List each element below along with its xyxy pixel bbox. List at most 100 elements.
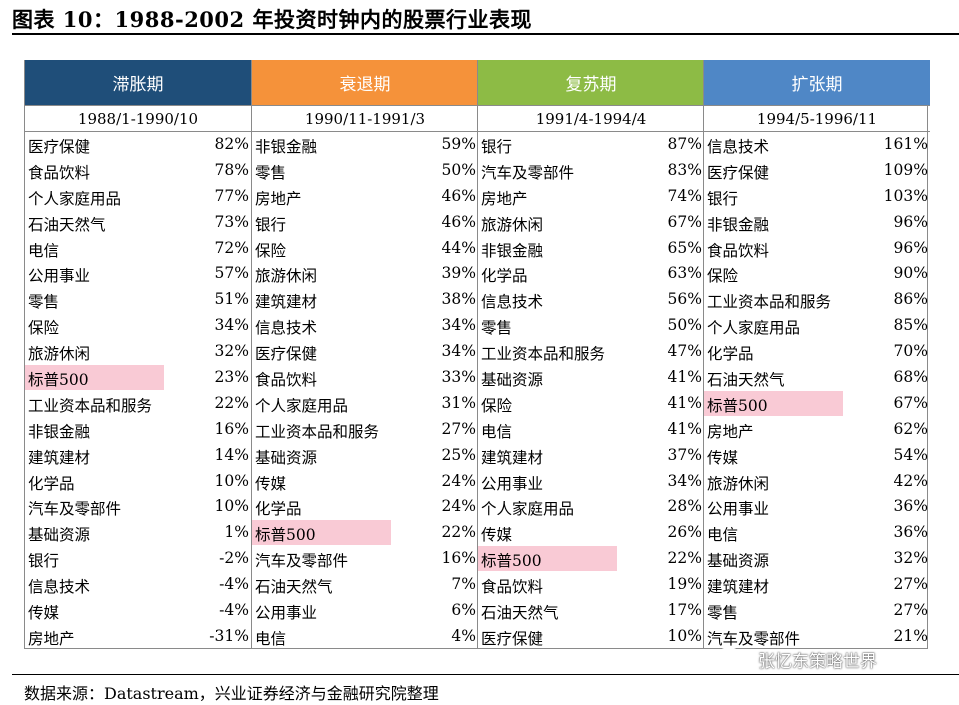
figure-title: 图表 10：1988-2002 年投资时钟内的股票行业表现 bbox=[12, 7, 532, 32]
sector-return: 6% bbox=[451, 601, 476, 620]
sector-name: 医疗保健 bbox=[28, 138, 91, 156]
table-row: 零售 27% bbox=[704, 598, 930, 624]
sector-return: 90% bbox=[893, 264, 928, 283]
sector-name: 零售 bbox=[255, 163, 287, 182]
sector-return: 57% bbox=[214, 264, 249, 283]
table-row: 化学品 10% bbox=[25, 469, 251, 495]
sector-name: 零售 bbox=[28, 293, 60, 312]
sector-name: 汽车及零部件 bbox=[481, 163, 575, 182]
sector-name: 建筑建材 bbox=[255, 293, 318, 312]
table-row: 信息技术 56% bbox=[478, 287, 704, 313]
benchmark-highlight bbox=[478, 546, 617, 572]
table-row: 食品饮料 78% bbox=[25, 158, 251, 184]
benchmark-highlight bbox=[704, 390, 843, 416]
table-row: 信息技术 -4% bbox=[25, 572, 251, 598]
sector-name: 传媒 bbox=[28, 604, 60, 623]
phase-header: 扩张期 bbox=[704, 60, 930, 105]
sector-return: 21% bbox=[893, 626, 928, 645]
table-row: 基础资源 1% bbox=[25, 520, 251, 546]
sector-name: 医疗保健 bbox=[255, 345, 318, 364]
table-row: 电信 4% bbox=[252, 624, 478, 650]
sector-return: 85% bbox=[893, 316, 928, 335]
sector-return: 36% bbox=[893, 497, 928, 516]
table-row: 银行 -2% bbox=[25, 546, 251, 572]
sector-return: 42% bbox=[893, 471, 928, 490]
table-row: 化学品 63% bbox=[478, 261, 704, 287]
sector-name: 建筑建材 bbox=[481, 448, 544, 467]
table-row: 旅游休闲 67% bbox=[478, 210, 704, 236]
table-row: 保险 34% bbox=[25, 313, 251, 339]
table-row: 房地产 -31% bbox=[25, 624, 251, 650]
table-row: 医疗保健 82% bbox=[25, 132, 251, 158]
sector-name: 电信 bbox=[481, 422, 513, 441]
column-expansion: 扩张期 1994/5-1996/11 信息技术 161% 医疗保健 109% 银行 103% 非… bbox=[703, 60, 930, 648]
sector-name: 个人家庭用品 bbox=[481, 500, 575, 519]
sector-name: 石油天然气 bbox=[255, 578, 333, 597]
sector-return: 87% bbox=[667, 135, 702, 153]
table-row: 传媒 24% bbox=[252, 469, 478, 495]
table-row: 银行 87% bbox=[478, 132, 704, 158]
table-row: 基础资源 32% bbox=[704, 546, 930, 572]
sector-name: 化学品 bbox=[707, 345, 754, 364]
table-row: 信息技术 34% bbox=[252, 313, 478, 339]
sector-return: -31% bbox=[209, 626, 249, 645]
sector-return: 38% bbox=[441, 290, 476, 309]
sector-return: 161% bbox=[883, 135, 928, 153]
table-row: 银行 46% bbox=[252, 210, 478, 236]
table-row: 标普500 67% bbox=[704, 390, 930, 417]
table-row: 非银金融 59% bbox=[252, 132, 478, 158]
table-row: 石油天然气 7% bbox=[252, 572, 478, 598]
sector-name: 信息技术 bbox=[707, 138, 770, 156]
sector-return: 4% bbox=[451, 626, 476, 645]
sector-name: 银行 bbox=[707, 189, 739, 208]
sector-name: 保险 bbox=[707, 267, 739, 286]
sector-return: 54% bbox=[893, 445, 928, 464]
sector-name: 电信 bbox=[255, 629, 287, 648]
table-row: 保险 90% bbox=[704, 261, 930, 287]
sector-return: 51% bbox=[214, 290, 249, 309]
sector-name: 石油天然气 bbox=[28, 215, 106, 234]
sector-name: 汽车及零部件 bbox=[255, 552, 349, 571]
sector-return: 32% bbox=[214, 342, 249, 361]
sector-name: 个人家庭用品 bbox=[707, 319, 801, 338]
table-row: 旅游休闲 32% bbox=[25, 339, 251, 365]
sector-name: 房地产 bbox=[255, 189, 302, 208]
sector-name: 化学品 bbox=[255, 500, 302, 519]
table-row: 化学品 70% bbox=[704, 339, 930, 365]
data-source-note: 数据来源：Datastream，兴业证券经济与金融研究院整理 bbox=[24, 684, 439, 703]
table-row: 石油天然气 68% bbox=[704, 365, 930, 391]
sector-name: 个人家庭用品 bbox=[28, 189, 122, 208]
sector-name: 保险 bbox=[28, 319, 60, 338]
table-row: 个人家庭用品 77% bbox=[25, 184, 251, 210]
column-recession: 衰退期 1990/11-1991/3 非银金融 59% 零售 50% 房地产 46% 银行 46%… bbox=[251, 60, 478, 648]
sector-return: 24% bbox=[441, 471, 476, 490]
benchmark-highlight bbox=[25, 365, 164, 391]
sector-return: 56% bbox=[667, 290, 702, 309]
sector-return: 41% bbox=[667, 393, 702, 412]
table-row: 保险 44% bbox=[252, 236, 478, 262]
sector-name: 房地产 bbox=[481, 189, 528, 208]
title-divider bbox=[12, 33, 959, 35]
sector-name: 化学品 bbox=[481, 267, 528, 286]
sector-return: 22% bbox=[441, 523, 476, 542]
sector-name: 房地产 bbox=[28, 629, 75, 648]
sector-name: 电信 bbox=[28, 241, 60, 260]
sector-return: 25% bbox=[441, 445, 476, 464]
sector-name: 基础资源 bbox=[481, 371, 544, 390]
sector-return: 65% bbox=[667, 238, 702, 257]
sector-return: 109% bbox=[883, 160, 928, 179]
sector-name: 非银金融 bbox=[707, 215, 770, 234]
table-row: 建筑建材 37% bbox=[478, 443, 704, 469]
table-row: 旅游休闲 42% bbox=[704, 469, 930, 495]
table-row: 个人家庭用品 85% bbox=[704, 313, 930, 339]
table-row: 石油天然气 17% bbox=[478, 598, 704, 624]
sector-return: 74% bbox=[667, 186, 702, 205]
sector-name: 旅游休闲 bbox=[255, 267, 318, 286]
table-row: 电信 41% bbox=[478, 417, 704, 443]
sector-return: 39% bbox=[441, 264, 476, 283]
sector-name: 银行 bbox=[28, 552, 60, 571]
sector-return: 44% bbox=[441, 238, 476, 257]
sector-return: 28% bbox=[667, 497, 702, 516]
watermark: 张忆东策略世界 bbox=[716, 646, 877, 672]
sector-return: 103% bbox=[883, 186, 928, 205]
